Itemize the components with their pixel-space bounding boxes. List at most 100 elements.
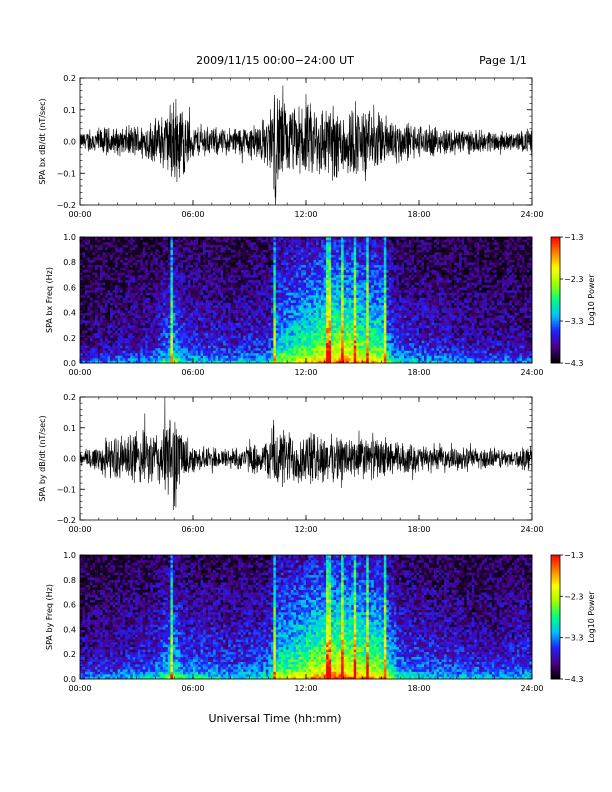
spectrogram-cell <box>145 335 148 338</box>
spectrogram-cell <box>148 277 151 280</box>
spectrogram-cell <box>266 340 269 343</box>
spectrogram-cell <box>88 318 91 321</box>
spectrogram-cell <box>208 290 211 293</box>
spectrogram-cell <box>321 315 324 318</box>
spectrogram-cell <box>311 267 314 270</box>
spectrogram-cell <box>98 275 101 278</box>
spectrogram-cell <box>258 277 261 280</box>
spectrogram-cell <box>273 280 276 283</box>
spectrogram-cell <box>321 303 324 306</box>
spectrogram-cell <box>135 280 138 283</box>
spectrogram-cell <box>93 285 96 288</box>
spectrogram-cell <box>278 255 281 258</box>
spectrogram-cell <box>168 295 171 298</box>
spectrogram-cell <box>90 255 93 258</box>
spectrogram-cell <box>123 320 126 323</box>
spectrogram-cell <box>188 275 191 278</box>
spectrogram-cell <box>296 338 299 341</box>
spectrogram-cell <box>293 358 296 361</box>
spectrogram-cell <box>150 305 153 308</box>
spectrogram-cell <box>281 325 284 328</box>
spectrogram-cell <box>105 297 108 300</box>
spectrogram-cell <box>246 252 249 255</box>
spectrogram-cell <box>80 275 83 278</box>
spectrogram-cell <box>155 292 158 295</box>
spectrogram-cell <box>160 310 163 313</box>
spectrogram-cell <box>208 247 211 250</box>
spectrogram-cell <box>281 255 284 258</box>
spectrogram-cell <box>263 285 266 288</box>
spectrogram-cell <box>173 313 176 316</box>
spectrogram-cell <box>296 343 299 346</box>
spectrogram-cell <box>88 323 91 326</box>
spectrogram-cell <box>128 328 131 331</box>
spectrogram-cell <box>145 353 148 356</box>
spectrogram-cell <box>120 237 123 240</box>
spectrogram-cell <box>296 257 299 260</box>
spectrogram-cell <box>228 265 231 268</box>
spectrogram-cell <box>298 290 301 293</box>
spectrogram-cell <box>90 297 93 300</box>
spectrogram-cell <box>228 358 231 361</box>
spectrogram-cell <box>120 240 123 243</box>
spectrogram-cell <box>158 267 161 270</box>
spectrogram-cell <box>253 287 256 290</box>
spectrogram-cell <box>263 343 266 346</box>
spectrogram-cell <box>298 252 301 255</box>
spectrogram-cell <box>321 320 324 323</box>
spectrogram-cell <box>228 308 231 311</box>
spectrogram-cell <box>291 267 294 270</box>
spectrogram-cell <box>168 355 171 358</box>
spectrogram-cell <box>248 303 251 306</box>
spectrogram-cell <box>153 320 156 323</box>
spectrogram-cell <box>196 267 199 270</box>
spectrogram-cell <box>276 240 279 243</box>
spectrogram-cell <box>288 345 291 348</box>
spectrogram-cell <box>145 245 148 248</box>
spectrogram-cell <box>80 265 83 268</box>
spectrogram-cell <box>165 262 168 265</box>
spectrogram-cell <box>180 252 183 255</box>
spectrogram-cell <box>178 275 181 278</box>
spectrogram-cell <box>140 267 143 270</box>
spectrogram-cell <box>85 325 88 328</box>
spectrogram-cell <box>105 305 108 308</box>
spectrogram-cell <box>271 265 274 268</box>
spectrogram-cell <box>314 340 317 343</box>
spectrogram-cell <box>153 315 156 318</box>
spectrogram-cell <box>196 290 199 293</box>
spectrogram-cell <box>216 333 219 336</box>
spectrogram-cell <box>241 282 244 285</box>
spectrogram-cell <box>231 338 234 341</box>
spectrogram-cell <box>168 300 171 303</box>
spectrogram-cell <box>140 280 143 283</box>
spectrogram-cell <box>281 338 284 341</box>
spectrogram-cell <box>266 277 269 280</box>
spectrogram-cell <box>228 295 231 298</box>
spectrogram-cell <box>268 297 271 300</box>
spectrogram-cell <box>125 355 128 358</box>
spectrogram-cell <box>233 313 236 316</box>
spectrogram-cell <box>226 297 229 300</box>
spectrogram-cell <box>296 265 299 268</box>
spectrogram-cell <box>183 350 186 353</box>
spectrogram-cell <box>133 318 136 321</box>
spectrogram-cell <box>185 330 188 333</box>
spectrogram-cell <box>201 252 204 255</box>
spectrogram-cell <box>190 242 193 245</box>
spectrogram-cell <box>208 330 211 333</box>
spectrogram-cell <box>273 330 276 333</box>
spectrogram-cell <box>180 277 183 280</box>
spectrogram-cell <box>268 292 271 295</box>
spectrogram-cell <box>98 255 101 258</box>
spectrogram-cell <box>203 335 206 338</box>
spectrogram-cell <box>258 270 261 273</box>
spectrogram-cell <box>301 297 304 300</box>
spectrogram-cell <box>180 287 183 290</box>
spectrogram-cell <box>175 245 178 248</box>
spectrogram-cell <box>208 240 211 243</box>
spectrogram-cell <box>283 328 286 331</box>
spectrogram-cell <box>203 355 206 358</box>
spectrogram-cell <box>223 297 226 300</box>
spectrogram-cell <box>253 350 256 353</box>
